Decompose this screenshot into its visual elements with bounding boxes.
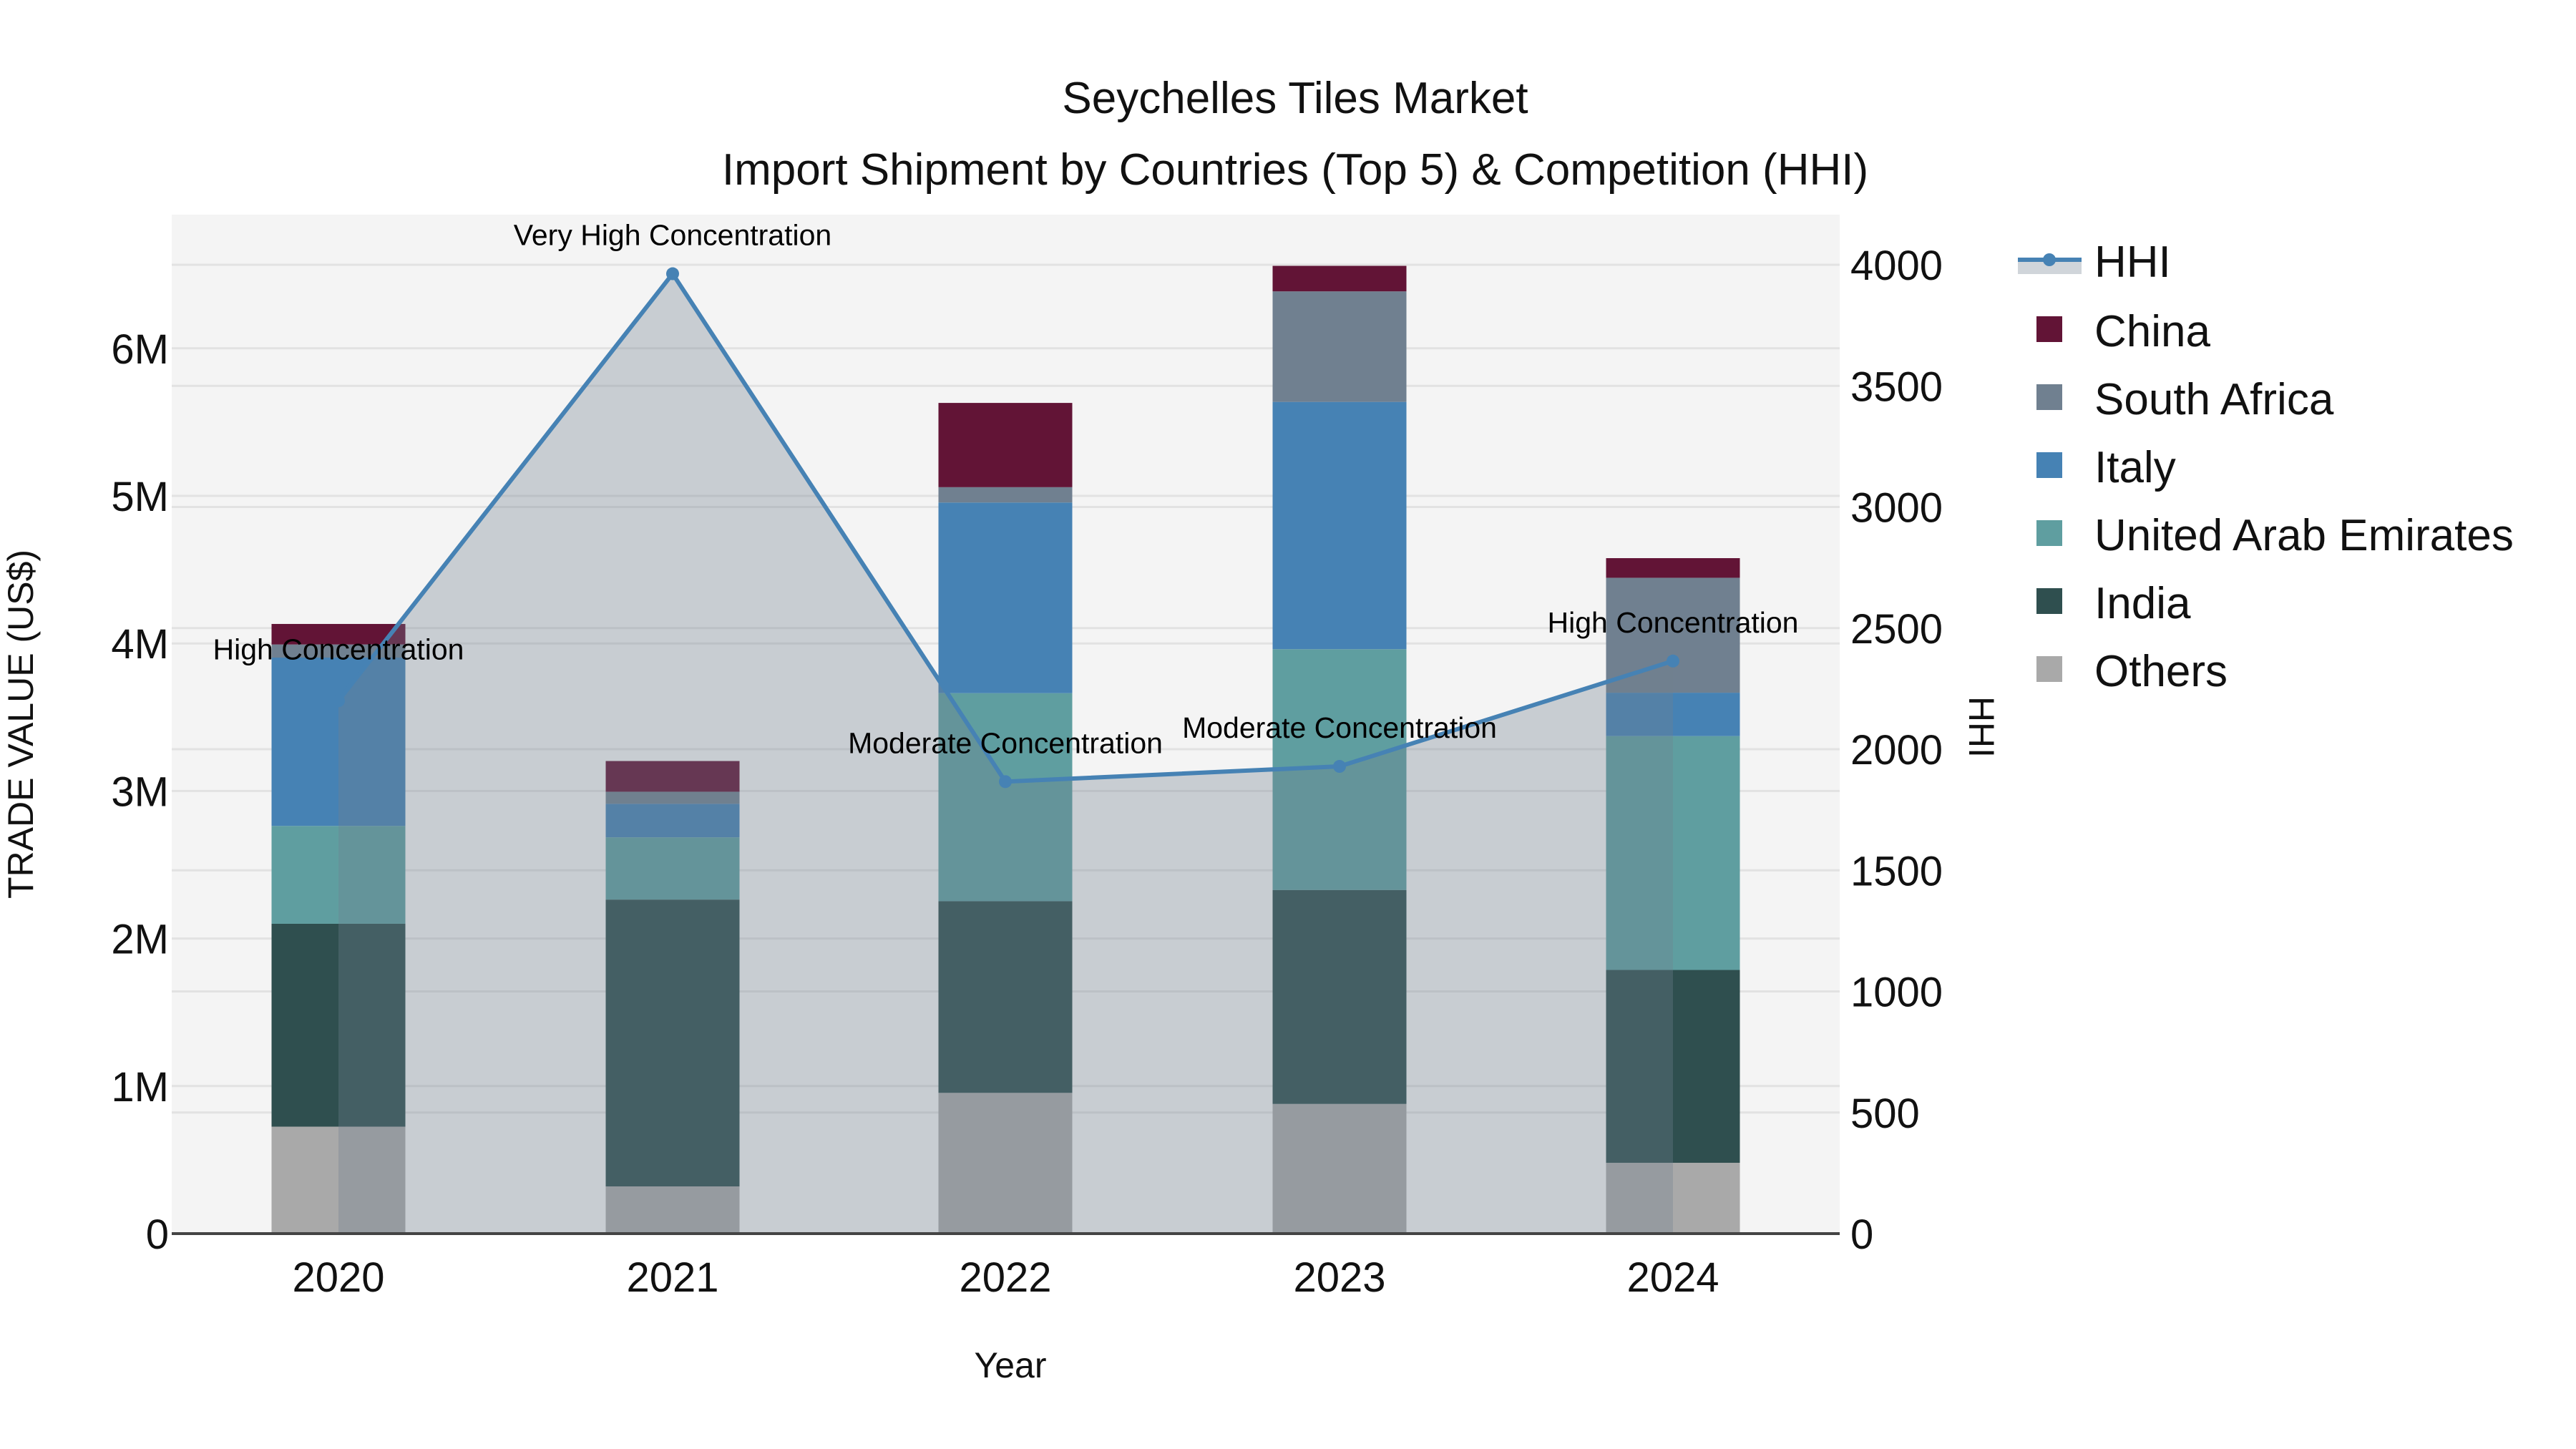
legend-item-italy[interactable]: Italy <box>2036 443 2176 492</box>
bar-segment <box>605 1186 740 1234</box>
bar-segment <box>938 1093 1073 1234</box>
hhi-annotation: High Concentration <box>1548 606 1799 639</box>
y-tick-label: 4M <box>111 621 169 668</box>
hhi-marker <box>1667 654 1679 668</box>
y-tick-label: 2M <box>111 917 169 963</box>
bar-segment <box>1272 265 1407 292</box>
bar-segment <box>938 403 1073 487</box>
bar-segment <box>605 804 740 838</box>
legend: HHI China South Africa Italy United Arab Emi… <box>2018 238 2514 696</box>
bar-segment <box>605 791 740 804</box>
bar-segment <box>1606 558 1740 578</box>
bar-segment <box>1272 1103 1407 1234</box>
bar-segment <box>605 899 740 1187</box>
y-tick-label: 1M <box>111 1064 169 1111</box>
y-tick-label: 6M <box>111 326 169 373</box>
legend-item-china[interactable]: China <box>2036 307 2211 356</box>
bar-segment <box>271 644 406 658</box>
bar-segment <box>1606 970 1740 1163</box>
hhi-annotation: Very High Concentration <box>514 219 831 252</box>
legend-label: HHI <box>2094 238 2171 287</box>
x-axis-title: Year <box>974 1345 1046 1385</box>
bar-segment <box>1272 401 1407 650</box>
hhi-markers <box>332 267 1679 789</box>
bar-segment <box>938 502 1073 693</box>
y2-tick-label: 3500 <box>1850 364 1943 410</box>
bar-segment <box>605 761 740 792</box>
legend-label: United Arab Emirates <box>2094 511 2514 560</box>
legend-label: Others <box>2094 647 2228 696</box>
y2-tick-label: 500 <box>1850 1091 1920 1137</box>
y2-axis-ticks: 0 500 1000 1500 2000 2500 3000 3500 4000 <box>1850 243 1943 1258</box>
y-axis-title: TRADE VALUE (US$) <box>1 550 41 899</box>
y2-tick-label: 1500 <box>1850 848 1943 894</box>
y2-tick-label: 1000 <box>1850 970 1943 1016</box>
legend-item-united-arab-emirates[interactable]: United Arab Emirates <box>2036 511 2514 560</box>
y2-tick-label: 2500 <box>1850 606 1943 653</box>
bar-segment <box>1606 1163 1740 1234</box>
chart-title: Seychelles Tiles Market <box>1062 74 1528 123</box>
x-tick-label: 2024 <box>1626 1254 1719 1301</box>
bar-segment <box>271 826 406 924</box>
hhi-area-fill <box>338 273 1673 1234</box>
bar-segment <box>1272 889 1407 1104</box>
y2-axis-title: HHI <box>1961 696 2001 758</box>
y2-tick-label: 3000 <box>1850 485 1943 532</box>
hhi-marker <box>332 694 345 708</box>
bar-segment <box>605 837 740 900</box>
legend-item-hhi[interactable]: HHI <box>2018 238 2171 287</box>
legend-label: India <box>2094 579 2191 628</box>
y-tick-label: 5M <box>111 474 169 520</box>
legend-swatch-icon <box>2036 384 2062 410</box>
legend-area-icon <box>2018 261 2082 274</box>
bar-segment <box>938 901 1073 1093</box>
bar-segment <box>271 923 406 1127</box>
hhi-annotation: High Concentration <box>213 633 464 665</box>
legend-label: China <box>2094 307 2211 356</box>
legend-marker-icon <box>2043 253 2056 266</box>
bar-segment <box>1606 693 1740 736</box>
bar-segment <box>1272 291 1407 402</box>
bar-segment <box>938 693 1073 902</box>
x-tick-label: 2022 <box>959 1254 1051 1301</box>
legend-swatch-icon <box>2036 588 2062 614</box>
bar-segment <box>938 487 1073 503</box>
y-axis-ticks: 0 1M 2M 3M 4M 5M 6M <box>111 326 169 1258</box>
x-tick-label: 2021 <box>626 1254 718 1301</box>
legend-swatch-icon <box>2036 656 2062 682</box>
legend-item-south-africa[interactable]: South Africa <box>2036 375 2334 424</box>
hhi-annotation: Moderate Concentration <box>848 726 1163 759</box>
y2-tick-label: 4000 <box>1850 243 1943 289</box>
legend-swatch-icon <box>2036 452 2062 478</box>
legend-swatch-icon <box>2036 520 2062 546</box>
x-axis-ticks: 2020 2021 2022 2023 2024 <box>292 1254 1719 1301</box>
x-tick-label: 2020 <box>292 1254 384 1301</box>
bar-segment <box>271 1126 406 1234</box>
chart-subtitle: Import Shipment by Countries (Top 5) & C… <box>722 145 1868 195</box>
bar-segment <box>1606 736 1740 970</box>
hhi-annotation: Moderate Concentration <box>1182 711 1497 744</box>
y2-tick-label: 0 <box>1850 1211 1873 1258</box>
hhi-marker <box>1333 760 1346 774</box>
y2-tick-label: 2000 <box>1850 727 1943 774</box>
legend-swatch-icon <box>2036 316 2062 342</box>
x-tick-label: 2023 <box>1293 1254 1385 1301</box>
legend-label: South Africa <box>2094 375 2334 424</box>
legend-item-india[interactable]: India <box>2036 579 2191 628</box>
y-tick-label: 0 <box>146 1211 169 1258</box>
bar-segment <box>271 657 406 826</box>
hhi-marker <box>999 775 1012 789</box>
hhi-annotations: High Concentration Very High Concentratio… <box>213 219 1799 760</box>
legend-label: Italy <box>2094 443 2176 492</box>
hhi-marker <box>666 267 679 280</box>
legend-item-others[interactable]: Others <box>2036 647 2228 696</box>
y-tick-label: 3M <box>111 769 169 815</box>
